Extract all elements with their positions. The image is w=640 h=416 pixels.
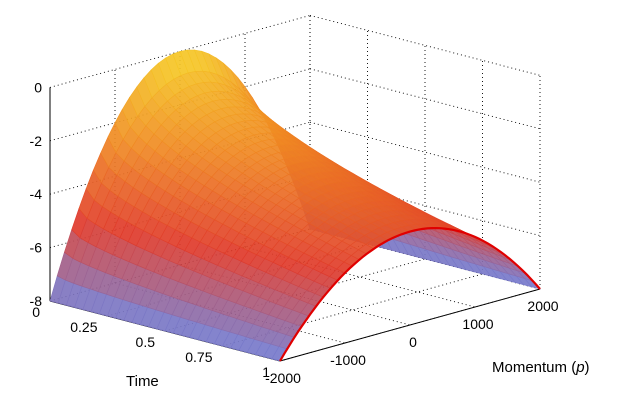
z-tick-label: -6 [30, 240, 43, 256]
momentum-tick-label: 1000 [462, 316, 493, 332]
z-tick-label: -2 [30, 133, 43, 149]
momentum-tick-mark [410, 325, 414, 330]
time-tick-label: 0 [32, 304, 40, 320]
grid-line [49, 68, 311, 142]
z-tick-label: 0 [34, 79, 42, 95]
momentum-tick-mark [345, 343, 349, 348]
surface-edge-curves [279, 227, 541, 362]
time-tick-label: 0.5 [136, 334, 156, 350]
time-axis-ticks: 0 0.25 0.5 0.75 1 [32, 299, 270, 380]
momentum-axis-line [279, 288, 541, 362]
momentum-tick-label: 2000 [527, 298, 558, 314]
momentum-tick-label: -1000 [330, 352, 366, 368]
momentum-tick-label: -2000 [265, 370, 301, 386]
z-tick-label: -8 [30, 293, 43, 309]
momentum-tick-mark [475, 307, 479, 312]
momentum-axis-label-text: Momentum ( [492, 359, 576, 376]
momentum-axis-label-close: ) [585, 359, 590, 376]
surface-edge-curve [279, 227, 541, 362]
momentum-axis-label: Momentum (p) [492, 359, 590, 376]
momentum-tick-mark [280, 361, 284, 366]
time-tick-mark [45, 299, 50, 301]
time-tick-label: 1 [262, 364, 270, 380]
grid-line [49, 14, 311, 88]
momentum-tick-label: 0 [409, 334, 417, 350]
momentum-axis-ticks: -2000 -1000 0 1000 2000 [265, 289, 559, 386]
z-tick-label: -4 [30, 186, 43, 202]
surface-mesh [49, 49, 541, 362]
z-axis-ticks: 0 -2 -4 -6 -8 [30, 79, 43, 309]
momentum-tick-mark [540, 289, 544, 294]
time-axis-label: Time [126, 373, 159, 390]
time-tick-label: 0.75 [185, 349, 212, 365]
momentum-axis-label-var: p [575, 359, 584, 376]
time-tick-label: 0.25 [70, 319, 97, 335]
